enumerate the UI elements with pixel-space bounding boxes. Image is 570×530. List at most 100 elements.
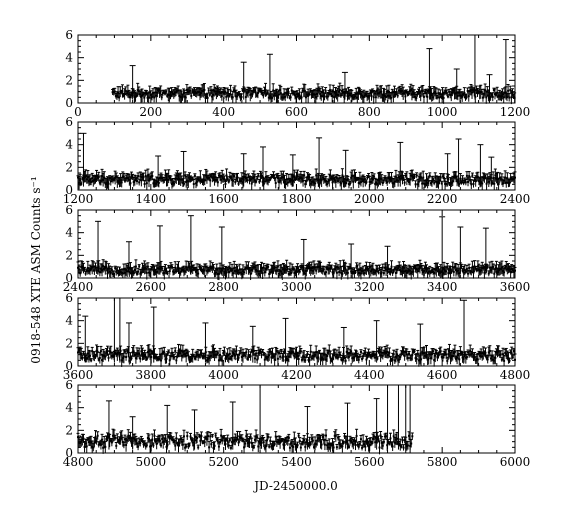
- data-point: [322, 178, 325, 181]
- data-point: [105, 351, 108, 354]
- data-point: [361, 270, 364, 273]
- data-point: [487, 351, 490, 354]
- data-point: [396, 179, 399, 182]
- data-point: [366, 354, 369, 357]
- data-point: [123, 350, 126, 353]
- data-point: [460, 265, 463, 268]
- data-point: [233, 353, 236, 356]
- data-point: [309, 182, 312, 185]
- data-point: [198, 93, 201, 96]
- data-point: [441, 356, 444, 359]
- data-points-panel-3: [76, 215, 517, 281]
- data-point: [425, 351, 428, 354]
- data-point: [95, 269, 98, 272]
- data-point: [251, 266, 254, 269]
- data-point: [294, 352, 297, 355]
- data-point: [165, 90, 168, 93]
- data-point: [491, 181, 494, 184]
- data-point: [500, 95, 503, 98]
- data-point: [511, 269, 514, 272]
- data-point: [127, 177, 130, 180]
- data-point: [146, 351, 149, 354]
- data-point: [176, 267, 179, 270]
- x-tick-label: 200: [139, 105, 162, 119]
- data-point: [168, 177, 171, 180]
- data-point: [170, 265, 173, 268]
- data-point: [192, 267, 195, 270]
- data-point: [238, 179, 241, 182]
- data-point: [362, 269, 365, 272]
- data-point: [341, 174, 344, 177]
- data-point: [411, 270, 414, 273]
- data-point: [418, 176, 421, 179]
- data-point: [420, 265, 423, 268]
- data-point: [392, 182, 395, 185]
- data-point: [369, 355, 372, 358]
- data-point: [435, 351, 438, 354]
- data-point: [167, 93, 170, 96]
- data-point: [327, 92, 330, 95]
- data-point: [304, 272, 307, 275]
- data-point: [405, 271, 408, 274]
- data-point: [78, 181, 81, 184]
- data-point: [286, 267, 289, 270]
- data-point: [370, 268, 373, 271]
- data-point: [220, 358, 223, 361]
- data-point: [188, 265, 191, 268]
- data-point: [381, 266, 384, 269]
- data-point: [310, 93, 313, 96]
- data-point: [205, 359, 208, 362]
- data-point: [453, 92, 456, 95]
- data-point: [465, 174, 468, 177]
- data-point: [492, 177, 495, 180]
- data-point: [295, 175, 298, 178]
- data-point: [122, 94, 125, 97]
- data-point: [374, 271, 377, 274]
- data-point: [179, 178, 182, 181]
- data-point: [427, 270, 430, 273]
- data-point: [200, 91, 203, 94]
- data-point: [335, 176, 338, 179]
- data-point: [256, 92, 259, 95]
- data-point: [472, 182, 475, 185]
- data-point: [494, 267, 497, 270]
- data-point: [347, 92, 350, 95]
- data-point: [278, 272, 281, 275]
- data-point: [422, 352, 425, 355]
- data-point: [227, 270, 230, 273]
- data-point: [367, 95, 370, 98]
- data-point: [252, 265, 255, 268]
- data-point: [263, 180, 266, 183]
- data-point: [292, 92, 295, 95]
- data-point: [106, 349, 109, 352]
- data-point: [352, 180, 355, 183]
- data-point: [172, 93, 175, 96]
- data-point: [377, 92, 380, 95]
- data-point: [214, 90, 217, 93]
- data-point: [134, 265, 137, 268]
- data-point: [253, 357, 256, 360]
- data-point: [117, 180, 120, 183]
- data-point: [229, 269, 232, 272]
- data-point: [471, 174, 474, 177]
- data-point: [176, 89, 179, 92]
- data-point: [481, 266, 484, 269]
- data-point: [312, 355, 315, 358]
- data-point: [197, 354, 200, 357]
- data-point: [199, 267, 202, 270]
- data-point: [121, 357, 124, 360]
- data-point: [379, 354, 382, 357]
- data-point: [110, 178, 113, 181]
- x-tick-label: 2800: [208, 280, 239, 294]
- data-point: [176, 354, 179, 357]
- data-point: [146, 174, 149, 177]
- data-point: [290, 178, 293, 181]
- data-point: [346, 94, 349, 97]
- data-point: [187, 265, 190, 268]
- data-point: [245, 91, 248, 94]
- data-point: [389, 178, 392, 181]
- data-point: [469, 349, 472, 352]
- data-point: [119, 271, 122, 274]
- data-point: [477, 352, 480, 355]
